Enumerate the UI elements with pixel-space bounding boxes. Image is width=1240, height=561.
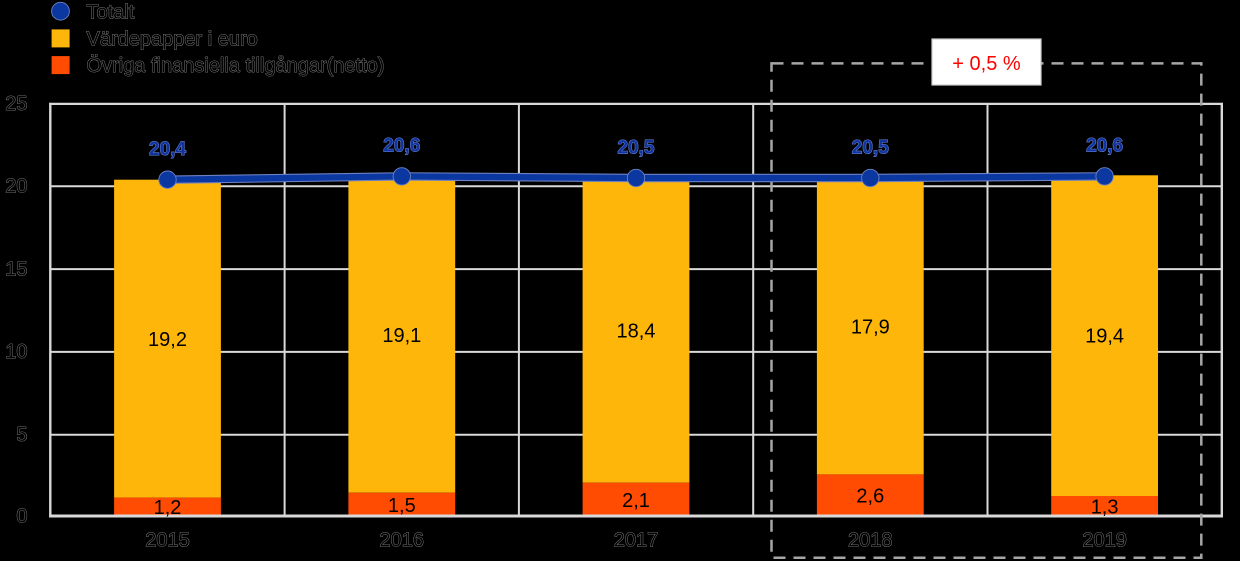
svg-text:17,9: 17,9 xyxy=(851,316,890,338)
svg-text:Värdepapper i euro: Värdepapper i euro xyxy=(87,29,258,51)
svg-text:20,6: 20,6 xyxy=(383,136,420,157)
svg-text:0: 0 xyxy=(16,506,27,528)
svg-text:20,5: 20,5 xyxy=(852,137,889,158)
svg-text:10: 10 xyxy=(5,341,27,363)
svg-text:2016: 2016 xyxy=(380,530,425,552)
svg-text:20,5: 20,5 xyxy=(618,137,655,158)
svg-text:2,6: 2,6 xyxy=(856,486,884,508)
svg-text:19,2: 19,2 xyxy=(148,329,187,351)
svg-text:Totalt: Totalt xyxy=(87,2,135,24)
svg-text:2015: 2015 xyxy=(145,530,190,552)
svg-text:20,6: 20,6 xyxy=(1086,136,1123,157)
svg-text:+ 0,5 %: + 0,5 % xyxy=(952,53,1021,75)
svg-text:1,2: 1,2 xyxy=(154,497,182,519)
svg-text:25: 25 xyxy=(5,93,27,115)
svg-text:20,4: 20,4 xyxy=(149,139,186,160)
svg-text:18,4: 18,4 xyxy=(617,321,656,343)
svg-text:20: 20 xyxy=(5,176,27,198)
svg-text:1,3: 1,3 xyxy=(1091,497,1119,519)
svg-text:2017: 2017 xyxy=(614,530,659,552)
svg-text:15: 15 xyxy=(5,258,27,280)
svg-text:2,1: 2,1 xyxy=(622,490,650,512)
svg-text:2018: 2018 xyxy=(848,530,893,552)
svg-text:2019: 2019 xyxy=(1082,530,1127,552)
svg-text:19,1: 19,1 xyxy=(382,325,421,347)
svg-text:5: 5 xyxy=(16,424,27,446)
svg-text:19,4: 19,4 xyxy=(1085,326,1124,348)
svg-text:Övriga finansiella tillgångar(: Övriga finansiella tillgångar(netto) xyxy=(87,55,385,77)
svg-text:1,5: 1,5 xyxy=(388,495,416,517)
